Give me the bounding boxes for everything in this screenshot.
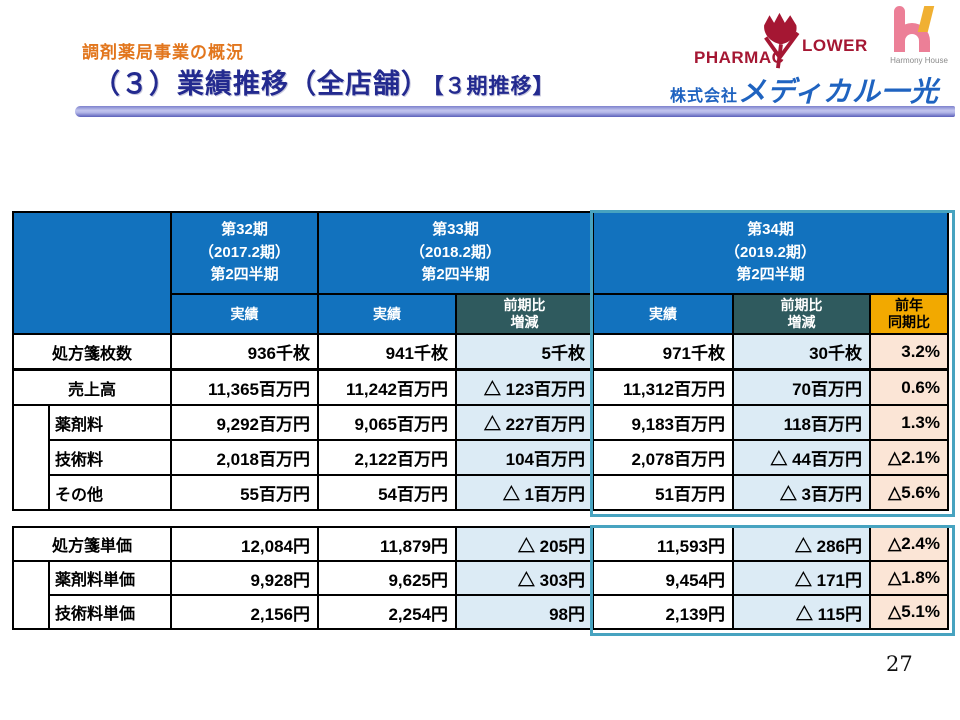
value-cell: 0.6% <box>869 368 949 406</box>
row-label: その他 <box>48 474 172 511</box>
value-cell: 2,156円 <box>170 594 319 630</box>
value-cell: △ 3百万円 <box>732 474 871 511</box>
row-label: 技術料単価 <box>48 594 172 630</box>
unit-price-table: 処方箋単価 12,084円 11,879円 △ 205円 11,593円 △ 2… <box>12 526 949 630</box>
period-header-row: 第32期 （2017.2期） 第2四半期 第33期 （2018.2期） 第2四半… <box>12 211 949 335</box>
value-cell: 3.2% <box>869 333 949 371</box>
value-cell: 971千枚 <box>592 333 734 371</box>
row-label: 薬剤料 <box>48 404 172 441</box>
value-cell: 9,928円 <box>170 560 319 596</box>
row-label: 技術料 <box>48 439 172 476</box>
harmony-house-h-icon <box>890 6 940 52</box>
row-label: 売上高 <box>12 368 172 406</box>
value-cell: 1.3% <box>869 404 949 441</box>
value-cell: △ 171円 <box>732 560 871 596</box>
value-cell: 2,254円 <box>317 594 457 630</box>
page-number: 27 <box>886 652 913 676</box>
table-row: 処方箋単価 12,084円 11,879円 △ 205円 11,593円 △ 2… <box>12 526 949 562</box>
table-row: その他 55百万円 54百万円 △ 1百万円 51百万円 △ 3百万円 △5.6… <box>13 474 949 511</box>
value-cell: 104百万円 <box>455 439 594 476</box>
period-32-header: 第32期 （2017.2期） 第2四半期 <box>170 211 319 295</box>
value-cell: 55百万円 <box>170 474 319 511</box>
value-cell: 9,292百万円 <box>170 404 319 441</box>
pharmacy-flower-logo: PHARMAC LOWER <box>688 6 868 70</box>
value-cell: 11,593円 <box>592 526 734 562</box>
value-cell: △ 286円 <box>732 526 871 562</box>
value-cell: 9,065百万円 <box>317 404 457 441</box>
value-cell: 936千枚 <box>170 333 319 371</box>
value-cell: △5.1% <box>869 594 949 630</box>
company-name: メディカル一光 <box>738 76 940 107</box>
company-prefix: 株式会社 <box>670 88 739 105</box>
title-underline-bar <box>75 106 955 117</box>
corner-cell <box>12 211 172 335</box>
diff-header: 前期比 増減 <box>732 293 871 335</box>
table-row: 技術料単価 2,156円 2,254円 98円 2,139円 △ 115円 △5… <box>13 594 949 630</box>
value-cell: 118百万円 <box>732 404 871 441</box>
value-cell: 11,242百万円 <box>317 368 457 406</box>
diff-header: 前期比 増減 <box>455 293 594 335</box>
period-33-header: 第33期 （2018.2期） 第2四半期 <box>317 211 594 295</box>
value-cell: 11,879円 <box>317 526 457 562</box>
table-row: 売上高 11,365百万円 11,242百万円 △ 123百万円 11,312百… <box>12 368 949 406</box>
value-cell: 11,365百万円 <box>170 368 319 406</box>
value-cell: △2.1% <box>869 439 949 476</box>
value-cell: △1.8% <box>869 560 949 596</box>
value-cell: 51百万円 <box>592 474 734 511</box>
actual-header: 実績 <box>317 293 457 335</box>
value-cell: △ 205円 <box>455 526 594 562</box>
value-cell: △5.6% <box>869 474 949 511</box>
value-cell: △ 303円 <box>455 560 594 596</box>
value-cell: △ 44百万円 <box>732 439 871 476</box>
value-cell: 941千枚 <box>317 333 457 371</box>
value-cell: 11,312百万円 <box>592 368 734 406</box>
value-cell: 98円 <box>455 594 594 630</box>
value-cell: 2,122百万円 <box>317 439 457 476</box>
page-title: （３）業績推移（全店舗） 【３期推移】 <box>93 62 555 101</box>
table-row: 薬剤料単価 9,928円 9,625円 △ 303円 9,454円 △ 171円… <box>12 560 949 630</box>
actual-header: 実績 <box>592 293 734 335</box>
value-cell: △ 227百万円 <box>455 404 594 441</box>
row-label: 処方箋枚数 <box>12 333 172 371</box>
value-cell: 5千枚 <box>455 333 594 371</box>
value-cell: 2,078百万円 <box>592 439 734 476</box>
value-cell: △ 115円 <box>732 594 871 630</box>
value-cell: △2.4% <box>869 526 949 562</box>
section-eyebrow: 調剤薬局事業の概況 <box>82 43 244 62</box>
value-cell: 54百万円 <box>317 474 457 511</box>
value-cell: 9,183百万円 <box>592 404 734 441</box>
value-cell: 2,018百万円 <box>170 439 319 476</box>
table-row: 処方箋枚数 936千枚 941千枚 5千枚 971千枚 30千枚 3.2% <box>12 333 949 371</box>
page-title-main: （３）業績推移（全店舗） <box>93 69 429 99</box>
indent-spacer-cell <box>12 560 50 630</box>
harmony-house-logo: Harmony House <box>884 6 958 68</box>
value-cell: △ 123百万円 <box>455 368 594 406</box>
harmony-house-label: Harmony House <box>890 56 948 65</box>
table-row: 薬剤料 9,292百万円 9,065百万円 △ 227百万円 9,183百万円 … <box>12 404 949 511</box>
performance-table: 第32期 （2017.2期） 第2四半期 第33期 （2018.2期） 第2四半… <box>12 211 949 511</box>
value-cell: △ 1百万円 <box>455 474 594 511</box>
row-label: 薬剤料単価 <box>48 560 172 596</box>
value-cell: 9,454円 <box>592 560 734 596</box>
value-cell: 70百万円 <box>732 368 871 406</box>
row-label: 処方箋単価 <box>12 526 172 562</box>
pharmacy-flower-text-right: LOWER <box>802 36 868 55</box>
company-wordmark: 株式会社 メディカル一光 <box>670 70 939 110</box>
value-cell: 12,084円 <box>170 526 319 562</box>
flower-icon <box>758 8 804 75</box>
value-cell: 9,625円 <box>317 560 457 596</box>
table-row: 技術料 2,018百万円 2,122百万円 104百万円 2,078百万円 △ … <box>13 439 949 476</box>
sub-header-row: 実績 実績 前期比 増減 実績 前期比 増減 前年 同期比 <box>13 293 949 335</box>
page-title-note: 【３期推移】 <box>433 75 555 98</box>
value-cell: 2,139円 <box>592 594 734 630</box>
actual-header: 実績 <box>170 293 319 335</box>
pharmacy-flower-text-left: PHARMAC <box>694 48 785 67</box>
period-34-header: 第34期 （2019.2期） 第2四半期 <box>592 211 949 295</box>
yoy-header: 前年 同期比 <box>869 293 949 335</box>
value-cell: 30千枚 <box>732 333 871 371</box>
indent-spacer-cell <box>12 404 50 511</box>
